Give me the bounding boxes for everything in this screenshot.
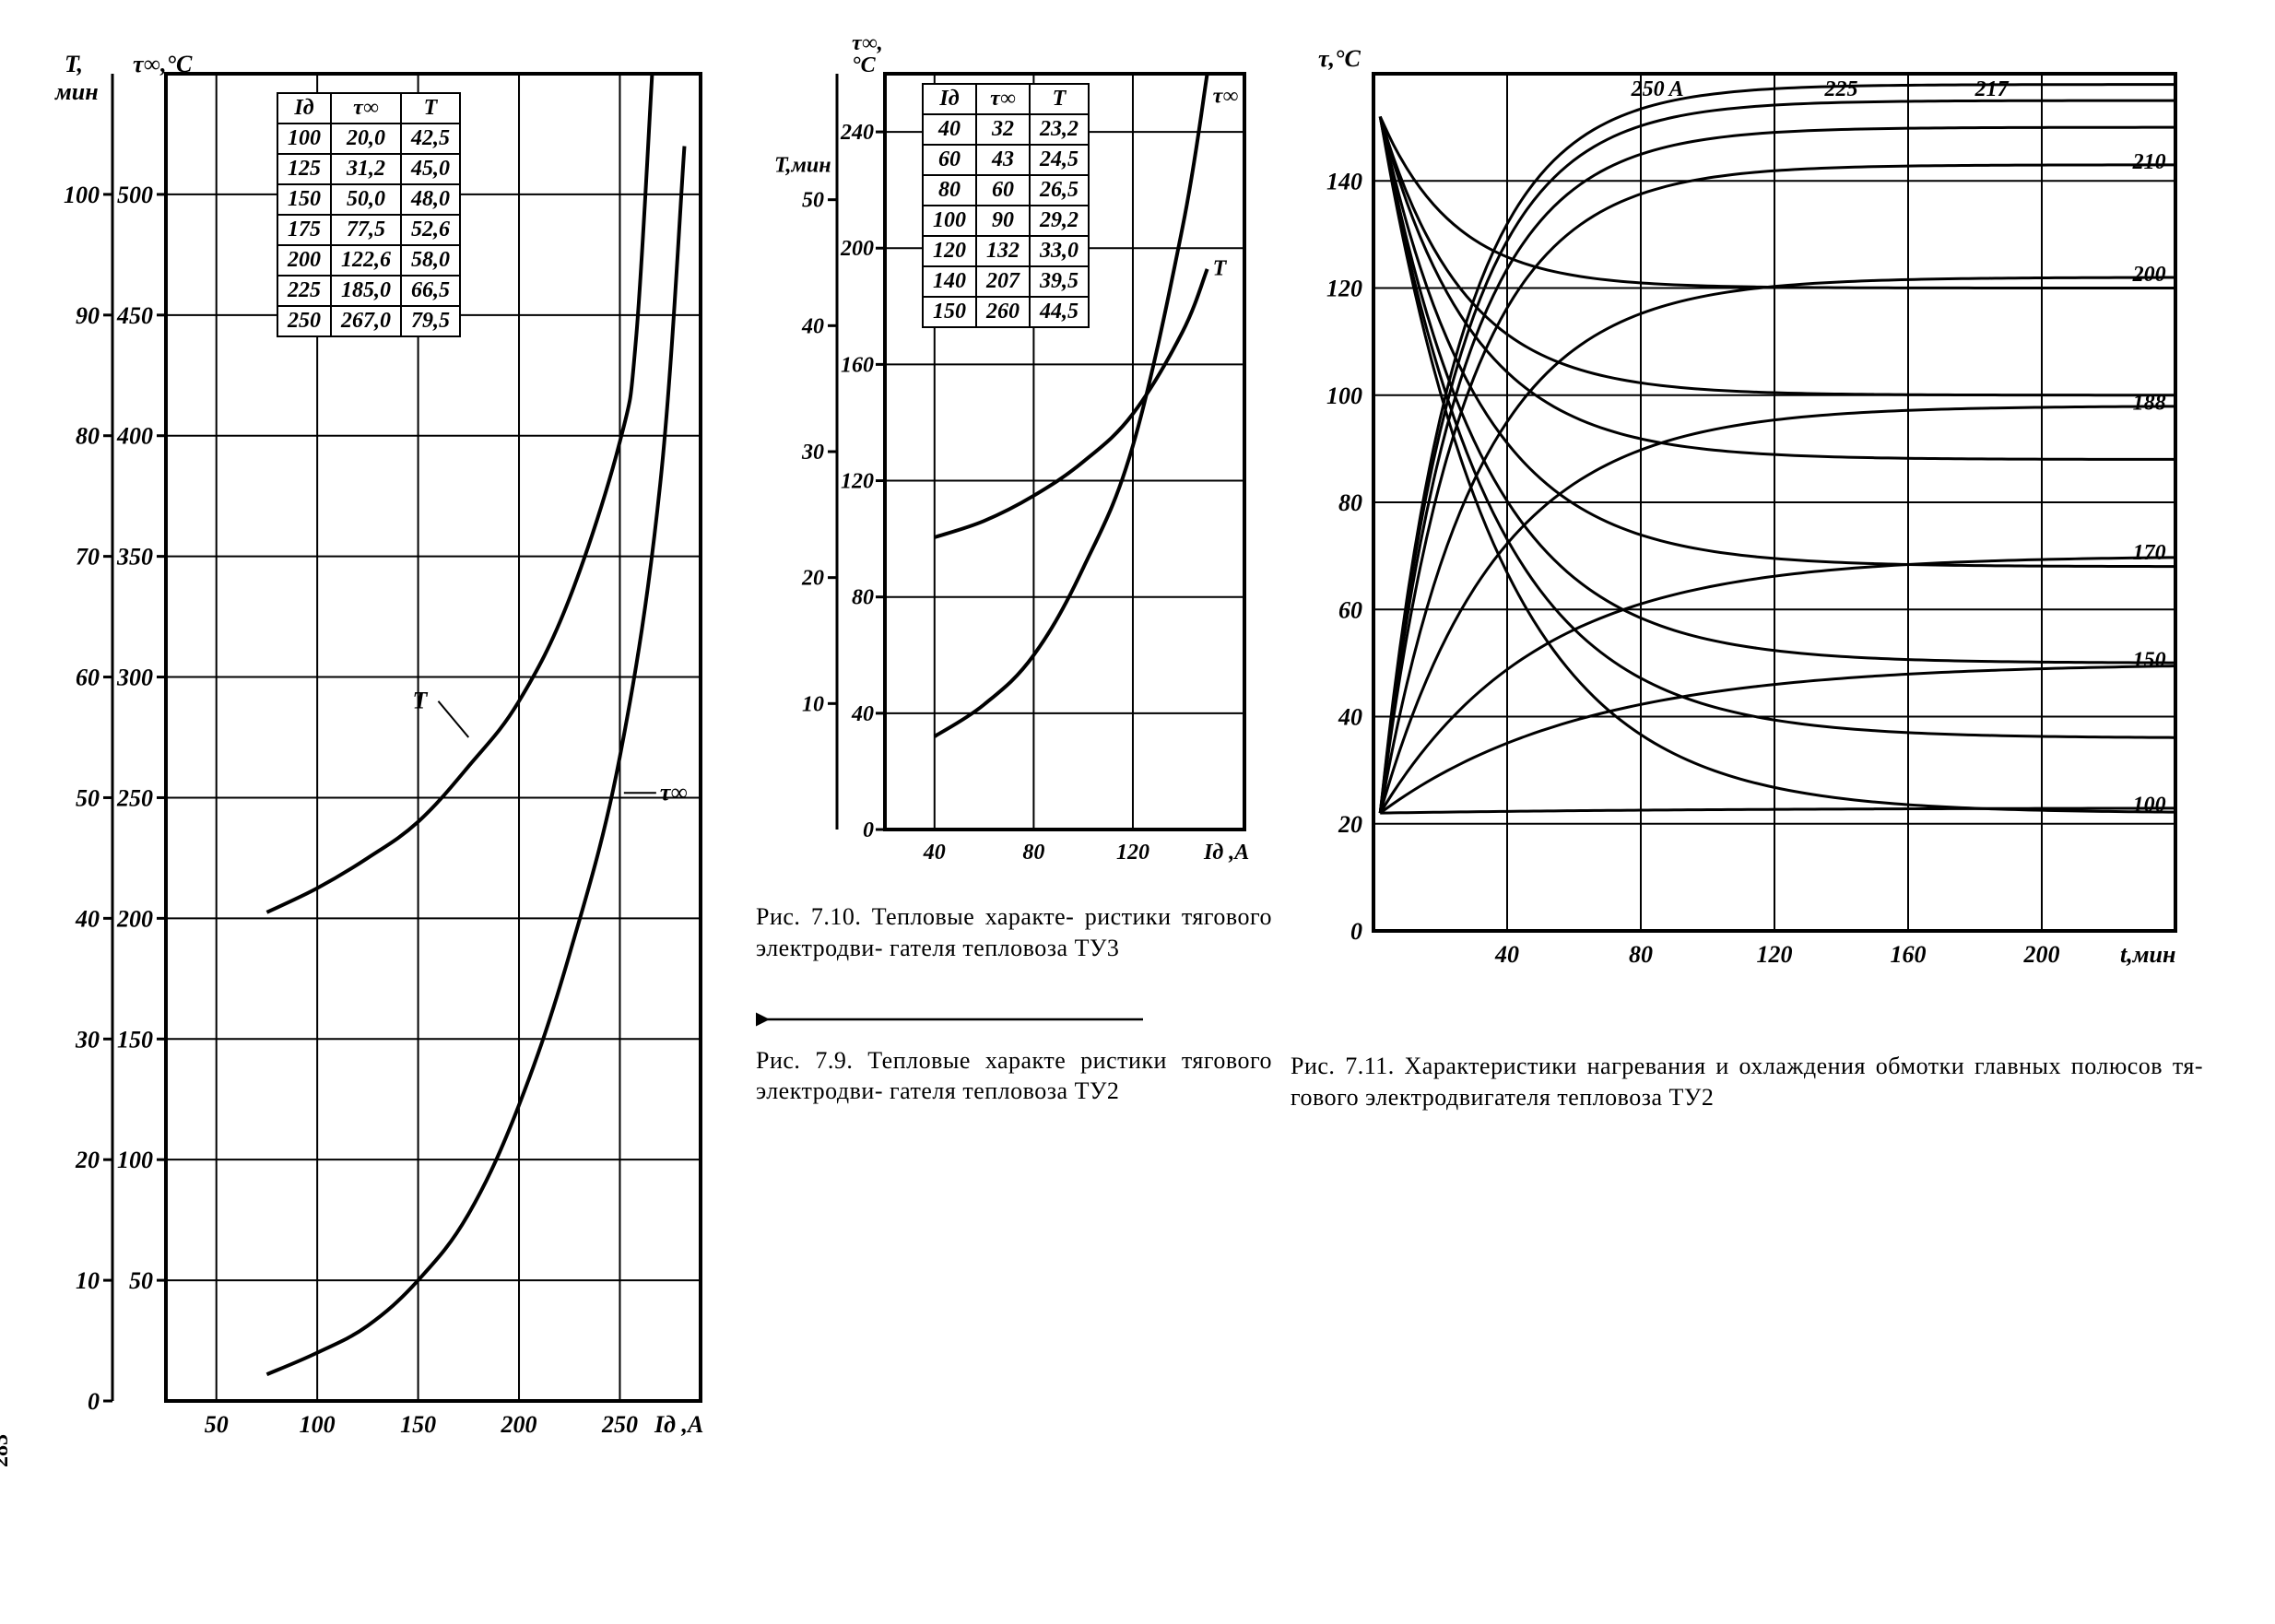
svg-text:140: 140 xyxy=(1326,168,1362,194)
svg-text:160: 160 xyxy=(841,353,874,377)
svg-text:90: 90 xyxy=(76,302,100,329)
svg-text:Iд ,A: Iд ,A xyxy=(1203,841,1249,865)
svg-text:τ∞: τ∞ xyxy=(660,779,688,806)
svg-text:40: 40 xyxy=(1494,941,1519,968)
svg-text:200: 200 xyxy=(840,237,874,261)
svg-text:T,: T, xyxy=(65,51,83,77)
svg-text:60: 60 xyxy=(76,665,100,691)
svg-text:250 A: 250 A xyxy=(1631,77,1684,101)
svg-text:500: 500 xyxy=(117,182,153,208)
svg-text:60: 60 xyxy=(1338,596,1362,623)
svg-text:200: 200 xyxy=(501,1411,537,1438)
svg-text:40: 40 xyxy=(1338,704,1362,731)
svg-text:200: 200 xyxy=(116,905,153,932)
svg-text:Iд ,A: Iд ,A xyxy=(654,1411,703,1438)
svg-text:240: 240 xyxy=(840,121,874,145)
fig-7-9-chart: 5010015020025050100150200250300350400450… xyxy=(18,18,737,1456)
svg-text:120: 120 xyxy=(1116,841,1149,865)
svg-text:80: 80 xyxy=(1338,489,1362,516)
svg-text:τ∞: τ∞ xyxy=(1213,85,1239,109)
svg-text:100: 100 xyxy=(64,182,100,208)
svg-text:350: 350 xyxy=(116,544,153,571)
svg-text:0: 0 xyxy=(863,818,874,842)
page-number: 283 xyxy=(0,1434,14,1467)
svg-text:50: 50 xyxy=(802,189,824,213)
svg-text:210: 210 xyxy=(2132,150,2166,174)
fig-7-11-chart: 40 80 120 160 200 0 20 40 60 80 100 120 140 τ,°C t,мин… xyxy=(1291,18,2203,995)
svg-text:250: 250 xyxy=(116,784,153,811)
svg-text:30: 30 xyxy=(75,1026,100,1053)
svg-text:200: 200 xyxy=(2023,941,2060,968)
svg-text:50: 50 xyxy=(76,784,100,811)
svg-text:40: 40 xyxy=(801,314,824,338)
svg-text:400: 400 xyxy=(116,423,153,450)
svg-text:225: 225 xyxy=(1824,77,1858,101)
svg-text:τ∞,: τ∞, xyxy=(852,31,883,55)
svg-text:T: T xyxy=(1213,257,1228,281)
svg-text:100: 100 xyxy=(117,1147,153,1173)
fig-7-9-caption: Рис. 7.9. Тепловые характе ристики тягов… xyxy=(756,1045,1272,1108)
svg-text:160: 160 xyxy=(1891,941,1927,968)
svg-text:30: 30 xyxy=(801,441,824,465)
fig-7-11-caption: Рис. 7.11. Характеристики нагревания и о… xyxy=(1291,1051,2203,1113)
svg-text:10: 10 xyxy=(76,1267,100,1294)
svg-text:100: 100 xyxy=(1326,382,1362,409)
svg-text:20: 20 xyxy=(1338,811,1362,838)
svg-text:10: 10 xyxy=(802,692,824,716)
svg-text:120: 120 xyxy=(1326,276,1362,302)
caption-arrow xyxy=(756,1010,1272,1029)
svg-text:70: 70 xyxy=(76,544,100,571)
svg-text:20: 20 xyxy=(801,567,824,591)
svg-text:300: 300 xyxy=(116,665,153,691)
svg-text:120: 120 xyxy=(1757,941,1793,968)
svg-text:450: 450 xyxy=(116,302,153,329)
svg-text:40: 40 xyxy=(75,905,100,932)
svg-text:°C: °C xyxy=(852,53,877,77)
svg-text:T,мин: T,мин xyxy=(774,154,831,178)
svg-text:80: 80 xyxy=(1022,841,1044,865)
svg-text:170: 170 xyxy=(2133,541,2166,565)
svg-text:t,мин: t,мин xyxy=(2120,941,2175,968)
svg-text:100: 100 xyxy=(300,1411,336,1438)
svg-text:0: 0 xyxy=(88,1388,100,1415)
svg-text:80: 80 xyxy=(1629,941,1653,968)
svg-text:40: 40 xyxy=(851,702,874,726)
svg-text:40: 40 xyxy=(923,841,946,865)
svg-text:τ∞,°C: τ∞,°C xyxy=(133,51,193,77)
svg-text:T: T xyxy=(412,688,428,714)
svg-text:50: 50 xyxy=(129,1267,153,1294)
fig-7-10-caption: Рис. 7.10. Тепловые характе- ристики тяг… xyxy=(756,901,1272,964)
svg-text:250: 250 xyxy=(601,1411,638,1438)
svg-text:120: 120 xyxy=(841,470,874,494)
fig-7-10-chart: 40 80 120 0 40 80 120 160 200 240 10 20 30 40 50 τ∞,°C T… xyxy=(756,18,1272,885)
svg-text:τ,°C: τ,°C xyxy=(1318,45,1361,72)
svg-text:20: 20 xyxy=(75,1147,100,1173)
svg-text:50: 50 xyxy=(205,1411,229,1438)
svg-text:150: 150 xyxy=(2133,648,2166,672)
svg-text:217: 217 xyxy=(1974,77,2010,101)
svg-text:мин: мин xyxy=(54,78,99,105)
svg-text:150: 150 xyxy=(400,1411,436,1438)
svg-text:80: 80 xyxy=(76,423,100,450)
svg-text:150: 150 xyxy=(117,1026,153,1053)
svg-text:80: 80 xyxy=(852,586,874,610)
svg-text:0: 0 xyxy=(1350,918,1362,945)
svg-text:200: 200 xyxy=(2132,263,2166,287)
